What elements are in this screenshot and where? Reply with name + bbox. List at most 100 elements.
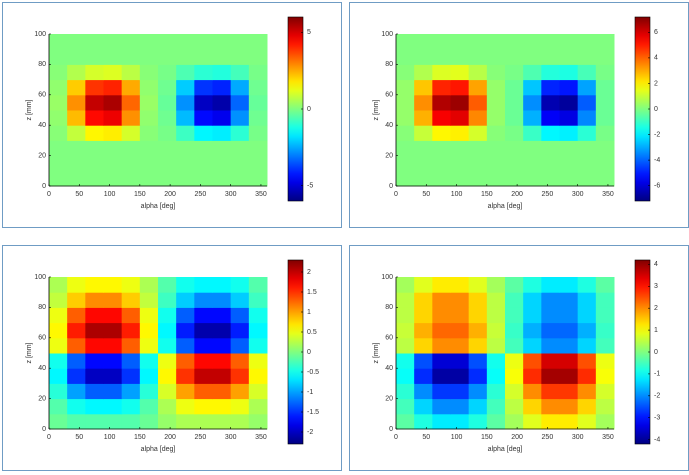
heat-cell: [414, 383, 433, 400]
heat-cell: [85, 322, 104, 339]
colorbar-tick-label: 0: [307, 106, 311, 113]
heat-cell: [103, 398, 123, 415]
heat-cell: [121, 49, 141, 65]
heat-cell: [248, 140, 268, 157]
colorbar-tick-label: -3: [654, 415, 660, 422]
x-axis-label: alpha [deg]: [141, 203, 176, 210]
heat-cell: [158, 94, 177, 111]
heat-cell: [139, 413, 159, 430]
heat-cell: [414, 79, 433, 96]
heat-cell: [486, 292, 506, 308]
x-tick-label: 0: [394, 191, 398, 198]
heat-cell: [541, 337, 560, 354]
heat-cell: [248, 34, 268, 50]
heat-cell: [49, 64, 68, 81]
heat-cell: [121, 322, 141, 339]
heat-cell: [541, 110, 560, 126]
heat-cell: [414, 292, 433, 308]
heat-cell: [432, 307, 451, 324]
heat-cell: [577, 413, 597, 430]
heat-cell: [139, 64, 159, 81]
heat-cell: [486, 64, 506, 81]
heat-cell: [158, 64, 177, 81]
heat-cell: [121, 368, 141, 384]
y-tick-label: 80: [38, 304, 46, 311]
heat-cell: [595, 34, 615, 50]
heat-cell: [559, 49, 579, 65]
heat-cell: [158, 110, 177, 126]
x-tick-label: 300: [572, 434, 584, 441]
x-tick-label: 0: [47, 191, 51, 198]
heat-cell: [577, 64, 597, 81]
heat-cell: [176, 383, 195, 400]
heat-cell: [212, 49, 232, 65]
heat-cell: [194, 413, 213, 430]
heat-cell: [212, 337, 232, 354]
heat-cell: [230, 398, 250, 415]
heat-cell: [486, 368, 506, 384]
heat-cell: [432, 140, 451, 157]
colorbar-tick-label: 4: [654, 261, 658, 268]
heat-cell: [523, 337, 542, 354]
panel: 0 50 100 150 200 250 300 350 0 20 40 60 80 100 alpha […: [349, 245, 689, 471]
heat-cell: [577, 368, 597, 384]
heat-cell: [248, 170, 268, 187]
heat-cell: [505, 49, 524, 65]
heat-cell: [450, 277, 470, 293]
heat-cell: [432, 322, 451, 339]
y-axis-label: z [mm]: [373, 99, 380, 120]
heat-cell: [486, 307, 506, 324]
heat-cell: [230, 337, 250, 354]
heat-cell: [450, 307, 470, 324]
y-tick-label: 0: [42, 183, 46, 190]
heat-cell: [595, 155, 615, 172]
heat-cell: [158, 353, 177, 369]
heat-cell: [103, 292, 123, 308]
heat-cell: [212, 110, 232, 126]
heat-cell: [248, 79, 268, 96]
heat-cell: [85, 140, 104, 157]
heat-cell: [212, 64, 232, 81]
heat-cell: [212, 34, 232, 50]
x-tick-label: 250: [542, 434, 554, 441]
heat-cell: [595, 277, 615, 293]
heat-cell: [541, 125, 560, 141]
heat-cell: [121, 140, 141, 157]
heat-cell: [450, 34, 470, 50]
heat-cell: [230, 110, 250, 126]
heat-cell: [432, 337, 451, 354]
colorbar-tick-label: 0: [307, 349, 311, 356]
heat-cell: [139, 398, 159, 415]
x-tick-label: 100: [104, 191, 116, 198]
heat-cell: [559, 170, 579, 187]
y-tick-label: 20: [385, 395, 393, 402]
heat-cell: [176, 110, 195, 126]
heat-cell: [103, 110, 123, 126]
heat-cell: [85, 110, 104, 126]
colorbar-tick-label: 2: [307, 269, 311, 276]
heat-cell: [230, 368, 250, 384]
heat-cell: [505, 398, 524, 415]
heat-cell: [577, 337, 597, 354]
heat-cell: [414, 307, 433, 324]
colorbar-tick-label: -0.5: [307, 369, 319, 376]
heat-cell: [230, 64, 250, 81]
heat-cell: [486, 49, 506, 65]
colorbar: [634, 16, 651, 202]
heat-cell: [541, 79, 560, 96]
colorbar: [287, 16, 304, 202]
x-tick-label: 300: [572, 191, 584, 198]
heat-cell: [505, 94, 524, 111]
heat-cell: [103, 368, 123, 384]
heat-cell: [194, 383, 213, 400]
x-tick-label: 350: [255, 191, 267, 198]
heat-cell: [85, 413, 104, 430]
heat-cell: [505, 110, 524, 126]
y-tick-label: 80: [38, 61, 46, 68]
heat-cell: [559, 34, 579, 50]
heat-cell: [396, 94, 415, 111]
heat-cell: [432, 125, 451, 141]
heat-cell: [486, 353, 506, 369]
heat-cell: [595, 292, 615, 308]
